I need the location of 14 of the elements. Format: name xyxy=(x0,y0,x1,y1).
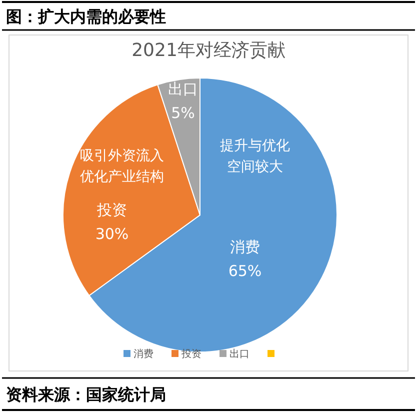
slice-label: 消费 xyxy=(230,238,260,256)
legend-label: 出口 xyxy=(230,348,250,360)
chart-title: 2021年对经济贡献 xyxy=(132,40,286,61)
slice-label: 出口 xyxy=(168,80,198,98)
text: 吸引外资流入优化产业结构 xyxy=(80,148,164,185)
slice-label: 投资 xyxy=(96,201,127,219)
data-label: 65% xyxy=(228,262,262,280)
text: 提升与优化空间较大 xyxy=(220,138,290,175)
text: 资料来源：国家统计局 xyxy=(6,385,166,404)
legend-label: 投资 xyxy=(180,348,202,360)
legend-label: 消费 xyxy=(134,348,154,360)
text: 图：扩大内需的必要性 xyxy=(6,7,166,26)
data-label: 5% xyxy=(171,104,195,122)
data-label: 30% xyxy=(95,225,129,243)
